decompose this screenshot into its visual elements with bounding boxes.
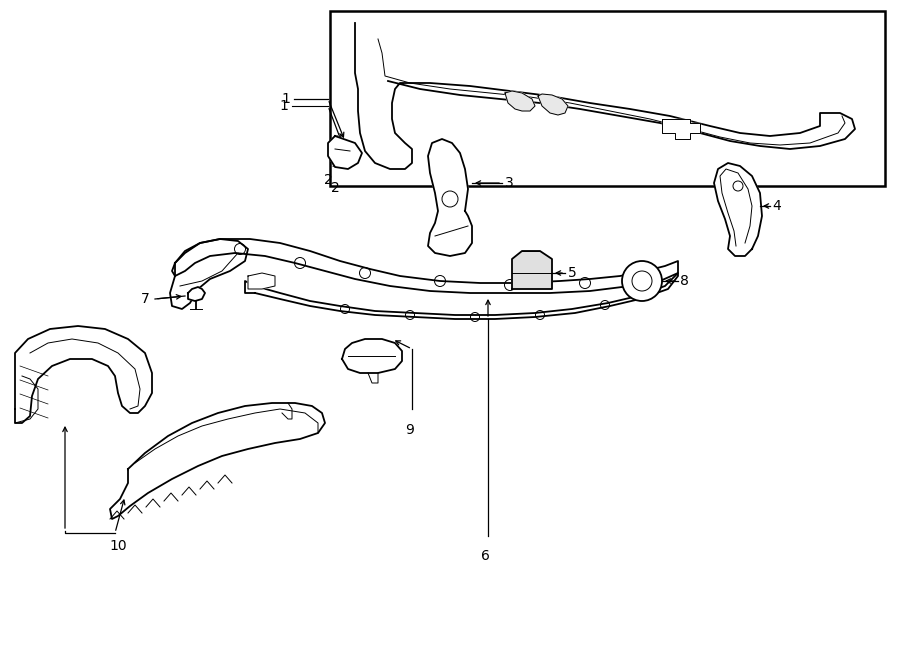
Text: 2: 2 (324, 173, 332, 187)
Polygon shape (662, 119, 700, 139)
Circle shape (632, 271, 652, 291)
Polygon shape (110, 403, 325, 519)
Circle shape (622, 261, 662, 301)
Text: 2: 2 (330, 181, 339, 195)
Text: 10: 10 (109, 539, 127, 553)
Polygon shape (170, 239, 248, 309)
Text: 5: 5 (568, 266, 577, 280)
Text: 7: 7 (141, 292, 150, 306)
Polygon shape (505, 91, 535, 111)
Polygon shape (538, 94, 568, 115)
Polygon shape (714, 163, 762, 256)
Bar (330, 11, 885, 186)
Polygon shape (342, 339, 402, 373)
Polygon shape (172, 239, 678, 293)
Text: 3: 3 (505, 176, 514, 190)
Text: 4: 4 (772, 199, 781, 213)
Polygon shape (355, 23, 855, 169)
Polygon shape (328, 136, 362, 169)
Polygon shape (512, 251, 552, 289)
Text: 6: 6 (481, 549, 490, 563)
Polygon shape (15, 326, 152, 423)
Polygon shape (248, 273, 275, 289)
Text: 1: 1 (281, 92, 290, 106)
Polygon shape (245, 273, 678, 319)
Text: 8: 8 (680, 274, 688, 288)
Text: 1: 1 (279, 99, 288, 113)
Polygon shape (428, 139, 472, 256)
Text: 9: 9 (406, 423, 414, 437)
Polygon shape (188, 287, 205, 301)
